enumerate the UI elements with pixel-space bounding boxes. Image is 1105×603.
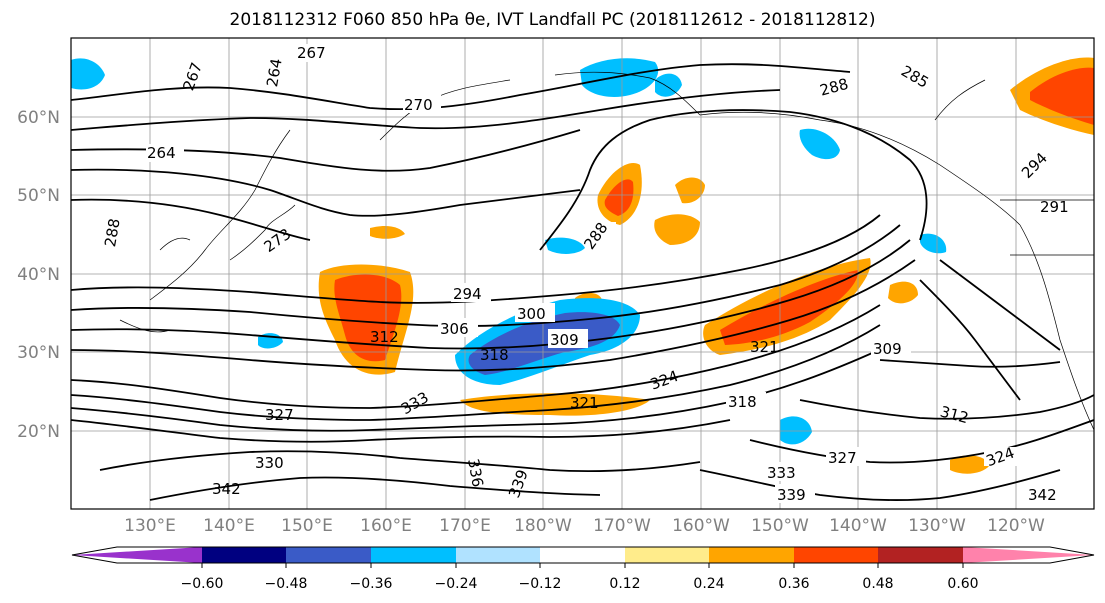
colorbar-ticks: −0.60 −0.48 −0.36 −0.24 −0.12 0.12 0.24 0.36 0.4… bbox=[181, 563, 979, 592]
latitude-labels: 60°N 50°N 40°N 30°N 20°N bbox=[17, 108, 60, 442]
contour-label: 318 bbox=[728, 393, 757, 411]
colorbar-tick-label: −0.48 bbox=[265, 576, 308, 592]
coastlines bbox=[119, 71, 1094, 431]
contour-label: 264 bbox=[147, 144, 176, 162]
contour-label: 267 bbox=[297, 44, 326, 62]
negative-anomaly-region bbox=[799, 128, 840, 160]
colorbar-segment bbox=[72, 547, 202, 563]
lon-label-130w: 130°W bbox=[908, 516, 966, 536]
map-title: 2018112312 F060 850 hPa θe, IVT Landfall… bbox=[229, 10, 876, 30]
contour-label: 321 bbox=[570, 394, 599, 412]
contour-label: 330 bbox=[255, 454, 284, 472]
lat-label-60n: 60°N bbox=[17, 108, 60, 128]
contour-label: 309 bbox=[550, 331, 579, 349]
lon-label-150e: 150°E bbox=[281, 516, 333, 536]
positive-anomaly-region bbox=[675, 177, 705, 204]
colorbar-segment bbox=[456, 547, 540, 563]
lon-label-170e: 170°E bbox=[439, 516, 491, 536]
negative-anomaly-region bbox=[580, 58, 659, 97]
map-area bbox=[71, 38, 1094, 509]
negative-anomaly-region bbox=[655, 73, 682, 97]
contour-label: 327 bbox=[828, 449, 857, 467]
negative-anomaly-region bbox=[545, 237, 585, 254]
negative-anomaly-region bbox=[780, 416, 812, 445]
colorbar-segment bbox=[371, 547, 456, 563]
lon-label-130e: 130°E bbox=[124, 516, 176, 536]
longitude-labels: 130°E 140°E 150°E 160°E 170°E 180°W 170°… bbox=[124, 516, 1045, 536]
colorbar-segment bbox=[202, 547, 286, 563]
colorbar-segment bbox=[625, 547, 709, 563]
lon-label-170w: 170°W bbox=[593, 516, 651, 536]
lon-label-160e: 160°E bbox=[360, 516, 412, 536]
colorbar-tick-label: 0.36 bbox=[778, 576, 809, 592]
positive-anomaly-core bbox=[604, 179, 634, 216]
lat-label-30n: 30°N bbox=[17, 343, 60, 363]
contour-label: 270 bbox=[404, 96, 433, 114]
colorbar: −0.60 −0.48 −0.36 −0.24 −0.12 0.12 0.24 0.36 0.4… bbox=[71, 546, 1095, 592]
positive-anomaly-core bbox=[334, 274, 402, 362]
colorbar-segment bbox=[963, 547, 1094, 563]
gridlines bbox=[71, 38, 1094, 509]
negative-anomaly-region bbox=[920, 233, 947, 254]
colorbar-segment bbox=[540, 547, 625, 563]
colorbar-segment bbox=[878, 547, 963, 563]
contour-label: 264 bbox=[263, 57, 286, 88]
contour-label: 312 bbox=[370, 328, 399, 346]
colorbar-tick-label: 0.12 bbox=[609, 576, 640, 592]
colorbar-segment bbox=[794, 547, 878, 563]
positive-anomaly-region bbox=[888, 281, 918, 304]
colorbar-tick-label: 0.48 bbox=[862, 576, 893, 592]
colorbar-tick-label: −0.60 bbox=[181, 576, 224, 592]
lon-label-140w: 140°W bbox=[829, 516, 887, 536]
contour-label: 342 bbox=[212, 480, 241, 498]
colorbar-tick-label: −0.36 bbox=[350, 576, 393, 592]
lat-label-20n: 20°N bbox=[17, 422, 60, 442]
contour-label: 321 bbox=[750, 338, 779, 356]
lon-label-160w: 160°W bbox=[672, 516, 730, 536]
contour-label: 327 bbox=[265, 406, 294, 424]
contour-label: 333 bbox=[767, 464, 796, 482]
colorbar-segment bbox=[286, 547, 371, 563]
positive-anomaly-region bbox=[654, 214, 700, 245]
contour-label: 318 bbox=[480, 346, 509, 364]
positive-anomaly-region bbox=[370, 226, 405, 239]
contour-label: 291 bbox=[1040, 198, 1069, 216]
colorbar-segment bbox=[709, 547, 794, 563]
negative-anomaly-region bbox=[71, 58, 105, 90]
colorbar-outline bbox=[71, 546, 1095, 564]
contour-label: 342 bbox=[1028, 486, 1057, 504]
lon-label-150w: 150°W bbox=[751, 516, 809, 536]
lon-label-140e: 140°E bbox=[203, 516, 255, 536]
colorbar-tick-label: −0.12 bbox=[519, 576, 562, 592]
contour-label: 306 bbox=[440, 320, 469, 338]
colorbar-tick-label: 0.24 bbox=[693, 576, 724, 592]
map-frame bbox=[70, 37, 1095, 510]
contour-label: 294 bbox=[453, 285, 482, 303]
lat-label-40n: 40°N bbox=[17, 265, 60, 285]
positive-anomaly-region bbox=[950, 455, 990, 474]
positive-anomaly-core bbox=[1030, 67, 1094, 125]
lon-label-120w: 120°W bbox=[987, 516, 1045, 536]
contour-label: 288 bbox=[101, 217, 124, 248]
colorbar-tick-label: 0.60 bbox=[947, 576, 978, 592]
contour-label: 300 bbox=[517, 305, 546, 323]
colorbar-segments bbox=[72, 547, 1094, 563]
lat-label-50n: 50°N bbox=[17, 186, 60, 206]
lon-label-180w: 180°W bbox=[514, 516, 572, 536]
contour-label: 339 bbox=[777, 486, 806, 504]
contour-label: 309 bbox=[873, 340, 902, 358]
contour-label: 336 bbox=[464, 457, 487, 488]
negative-anomaly-core bbox=[468, 312, 620, 375]
colorbar-tick-label: −0.24 bbox=[435, 576, 478, 592]
shading-layer bbox=[71, 57, 1094, 474]
